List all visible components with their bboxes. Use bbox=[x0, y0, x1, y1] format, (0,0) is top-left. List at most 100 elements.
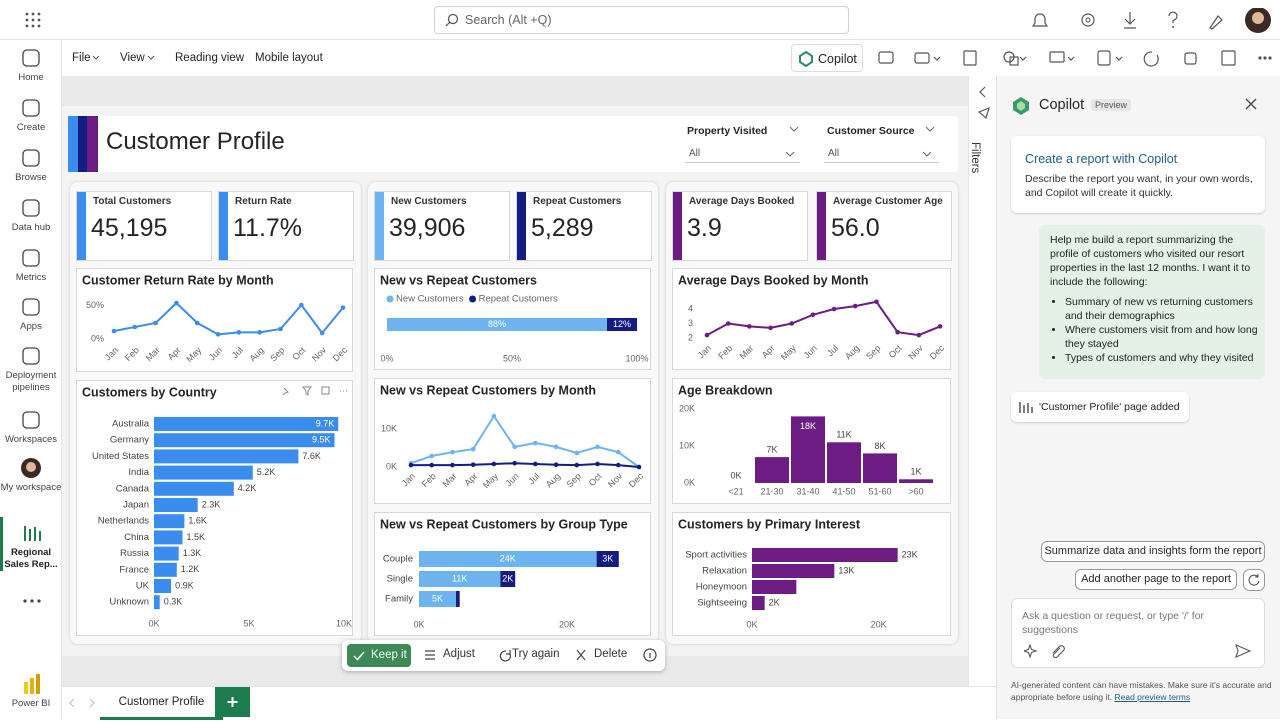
refresh-button[interactable] bbox=[1243, 569, 1265, 591]
line bbox=[410, 414, 640, 468]
close-button[interactable] bbox=[1245, 98, 1257, 110]
category-label: Honeymoon bbox=[696, 582, 747, 593]
y-tick-label: 0K bbox=[684, 477, 695, 487]
category-label: Australia bbox=[112, 419, 150, 430]
point bbox=[595, 461, 600, 467]
value-label: 2.3K bbox=[202, 499, 221, 509]
page-tab[interactable]: Customer Profile bbox=[100, 687, 223, 720]
point bbox=[450, 462, 455, 468]
nav-icon bbox=[22, 49, 40, 67]
bar bbox=[154, 514, 185, 529]
terms-link[interactable]: Read preview terms bbox=[1114, 692, 1191, 702]
menu-view[interactable]: View bbox=[120, 52, 145, 64]
x-tick-label: Apr bbox=[760, 343, 777, 360]
intro-card: Create a report with Copilot Describe th… bbox=[1011, 136, 1265, 213]
bar bbox=[154, 481, 234, 496]
value-label: 1.6K bbox=[188, 516, 207, 526]
value-label: 8K bbox=[874, 441, 885, 451]
icon bbox=[22, 99, 40, 117]
nav-label[interactable]: Apps bbox=[20, 321, 42, 332]
feedback[interactable] bbox=[1209, 15, 1223, 30]
x-tick-label: Jun bbox=[207, 345, 224, 362]
value-label: 0.3K bbox=[164, 597, 183, 607]
copilot-title: Copilot bbox=[1039, 97, 1085, 113]
legend-marker bbox=[469, 295, 477, 303]
nav-label[interactable]: Data hub bbox=[11, 222, 51, 233]
slicer-dropdown[interactable]: All bbox=[685, 145, 800, 163]
notifications[interactable] bbox=[1031, 13, 1049, 27]
legend-label: Repeat Customers bbox=[479, 294, 558, 305]
logo-bar bbox=[30, 678, 34, 694]
nav-label[interactable]: My workspace bbox=[0, 482, 62, 493]
nav-label[interactable]: Workspaces bbox=[4, 434, 58, 445]
app-launcher[interactable] bbox=[24, 11, 42, 29]
slicer-dropdown[interactable]: All bbox=[824, 145, 939, 163]
nav-more bbox=[23, 599, 41, 603]
nav-label[interactable]: Home bbox=[18, 72, 44, 83]
search-placeholder: Search (Alt +Q) bbox=[465, 13, 552, 27]
category-label: Canada bbox=[116, 483, 150, 494]
value-label: 11K bbox=[836, 430, 851, 440]
y-tick-label: 0% bbox=[91, 333, 104, 343]
nav-label[interactable]: Create bbox=[16, 122, 46, 133]
delete-button[interactable]: Delete bbox=[594, 648, 628, 660]
point bbox=[725, 321, 731, 326]
chat-input[interactable]: Ask a question or request, or type '/' f… bbox=[1011, 598, 1265, 668]
top-icons bbox=[1031, 8, 1271, 33]
search-box[interactable]: Search (Alt +Q) bbox=[434, 6, 849, 34]
x-tick-label: May bbox=[481, 471, 500, 490]
keep-button[interactable]: Keep it bbox=[347, 644, 411, 667]
nav-icon bbox=[22, 298, 40, 316]
category-label: China bbox=[124, 532, 150, 543]
add-page-button[interactable] bbox=[215, 687, 250, 717]
icon bbox=[22, 49, 40, 67]
try-again-button[interactable]: Try again bbox=[512, 648, 560, 660]
nav-label[interactable]: Metrics bbox=[15, 272, 47, 283]
x-tick-label: Feb bbox=[123, 345, 141, 363]
help[interactable] bbox=[1168, 11, 1178, 24]
bar bbox=[154, 595, 160, 610]
dot bbox=[23, 599, 27, 603]
menu-mobile-layout[interactable]: Mobile layout bbox=[255, 52, 323, 64]
point bbox=[153, 320, 158, 326]
value-label: 7.6K bbox=[302, 451, 321, 461]
kpi-accent bbox=[517, 192, 526, 260]
disclaimer: AI-generated content can have mistakes. … bbox=[1011, 679, 1273, 703]
x-tick-label: Jul bbox=[825, 343, 840, 358]
kpi-accent bbox=[817, 192, 826, 260]
report-title: Customer Profile bbox=[106, 128, 285, 155]
x-tick-label: Nov bbox=[310, 345, 329, 364]
visual: Customers by Country 0K 5K 10K Australia 9.7K… bbox=[76, 380, 353, 636]
menu-reading-view[interactable]: Reading view bbox=[175, 52, 245, 64]
category-label: India bbox=[128, 467, 149, 478]
nav-label[interactable]: Deployment pipelines bbox=[5, 370, 57, 393]
visual: Average Days Booked by Month 2 3 4 Jan Feb Mar… bbox=[672, 268, 951, 370]
nav-label[interactable]: Regional Sales Rep... bbox=[4, 547, 58, 570]
x-tick-label: Jun bbox=[503, 471, 520, 488]
visual: New vs Repeat Customers by Group Type 0K 2… bbox=[374, 512, 651, 636]
value-label: 1K bbox=[910, 467, 921, 477]
point bbox=[299, 302, 304, 308]
value-label: 1.2K bbox=[181, 564, 200, 574]
adjust-button[interactable]: Adjust bbox=[443, 648, 475, 660]
value-label: 9.7K bbox=[316, 418, 335, 428]
filters-pane[interactable]: Filters bbox=[968, 76, 996, 686]
point bbox=[278, 326, 283, 332]
suggestion[interactable]: Summarize data and insights form the rep… bbox=[1041, 541, 1265, 562]
settings[interactable] bbox=[1081, 13, 1095, 27]
nav-label[interactable]: Browse bbox=[15, 172, 47, 183]
y-tick-label: 20K bbox=[679, 403, 695, 413]
x-tick-label: Oct bbox=[887, 343, 904, 360]
x-tick-label: 0% bbox=[380, 353, 393, 363]
suggestion[interactable]: Add another page to the report bbox=[1075, 569, 1237, 590]
kpi-accent bbox=[375, 192, 384, 260]
y-tick-label: 3 bbox=[688, 318, 693, 328]
menu-file[interactable]: File bbox=[72, 52, 91, 64]
intro-text: Describe the report you want, in your ow… bbox=[1025, 173, 1253, 199]
point bbox=[789, 321, 795, 326]
bar bbox=[419, 571, 501, 587]
copilot-button[interactable]: Copilot bbox=[791, 44, 863, 72]
download[interactable] bbox=[1124, 12, 1136, 29]
x-tick-label: 20K bbox=[559, 619, 575, 629]
chart: Age Breakdown 0K 10K 20K <21 0K 21-30 7K 31-40 18… bbox=[678, 383, 933, 496]
